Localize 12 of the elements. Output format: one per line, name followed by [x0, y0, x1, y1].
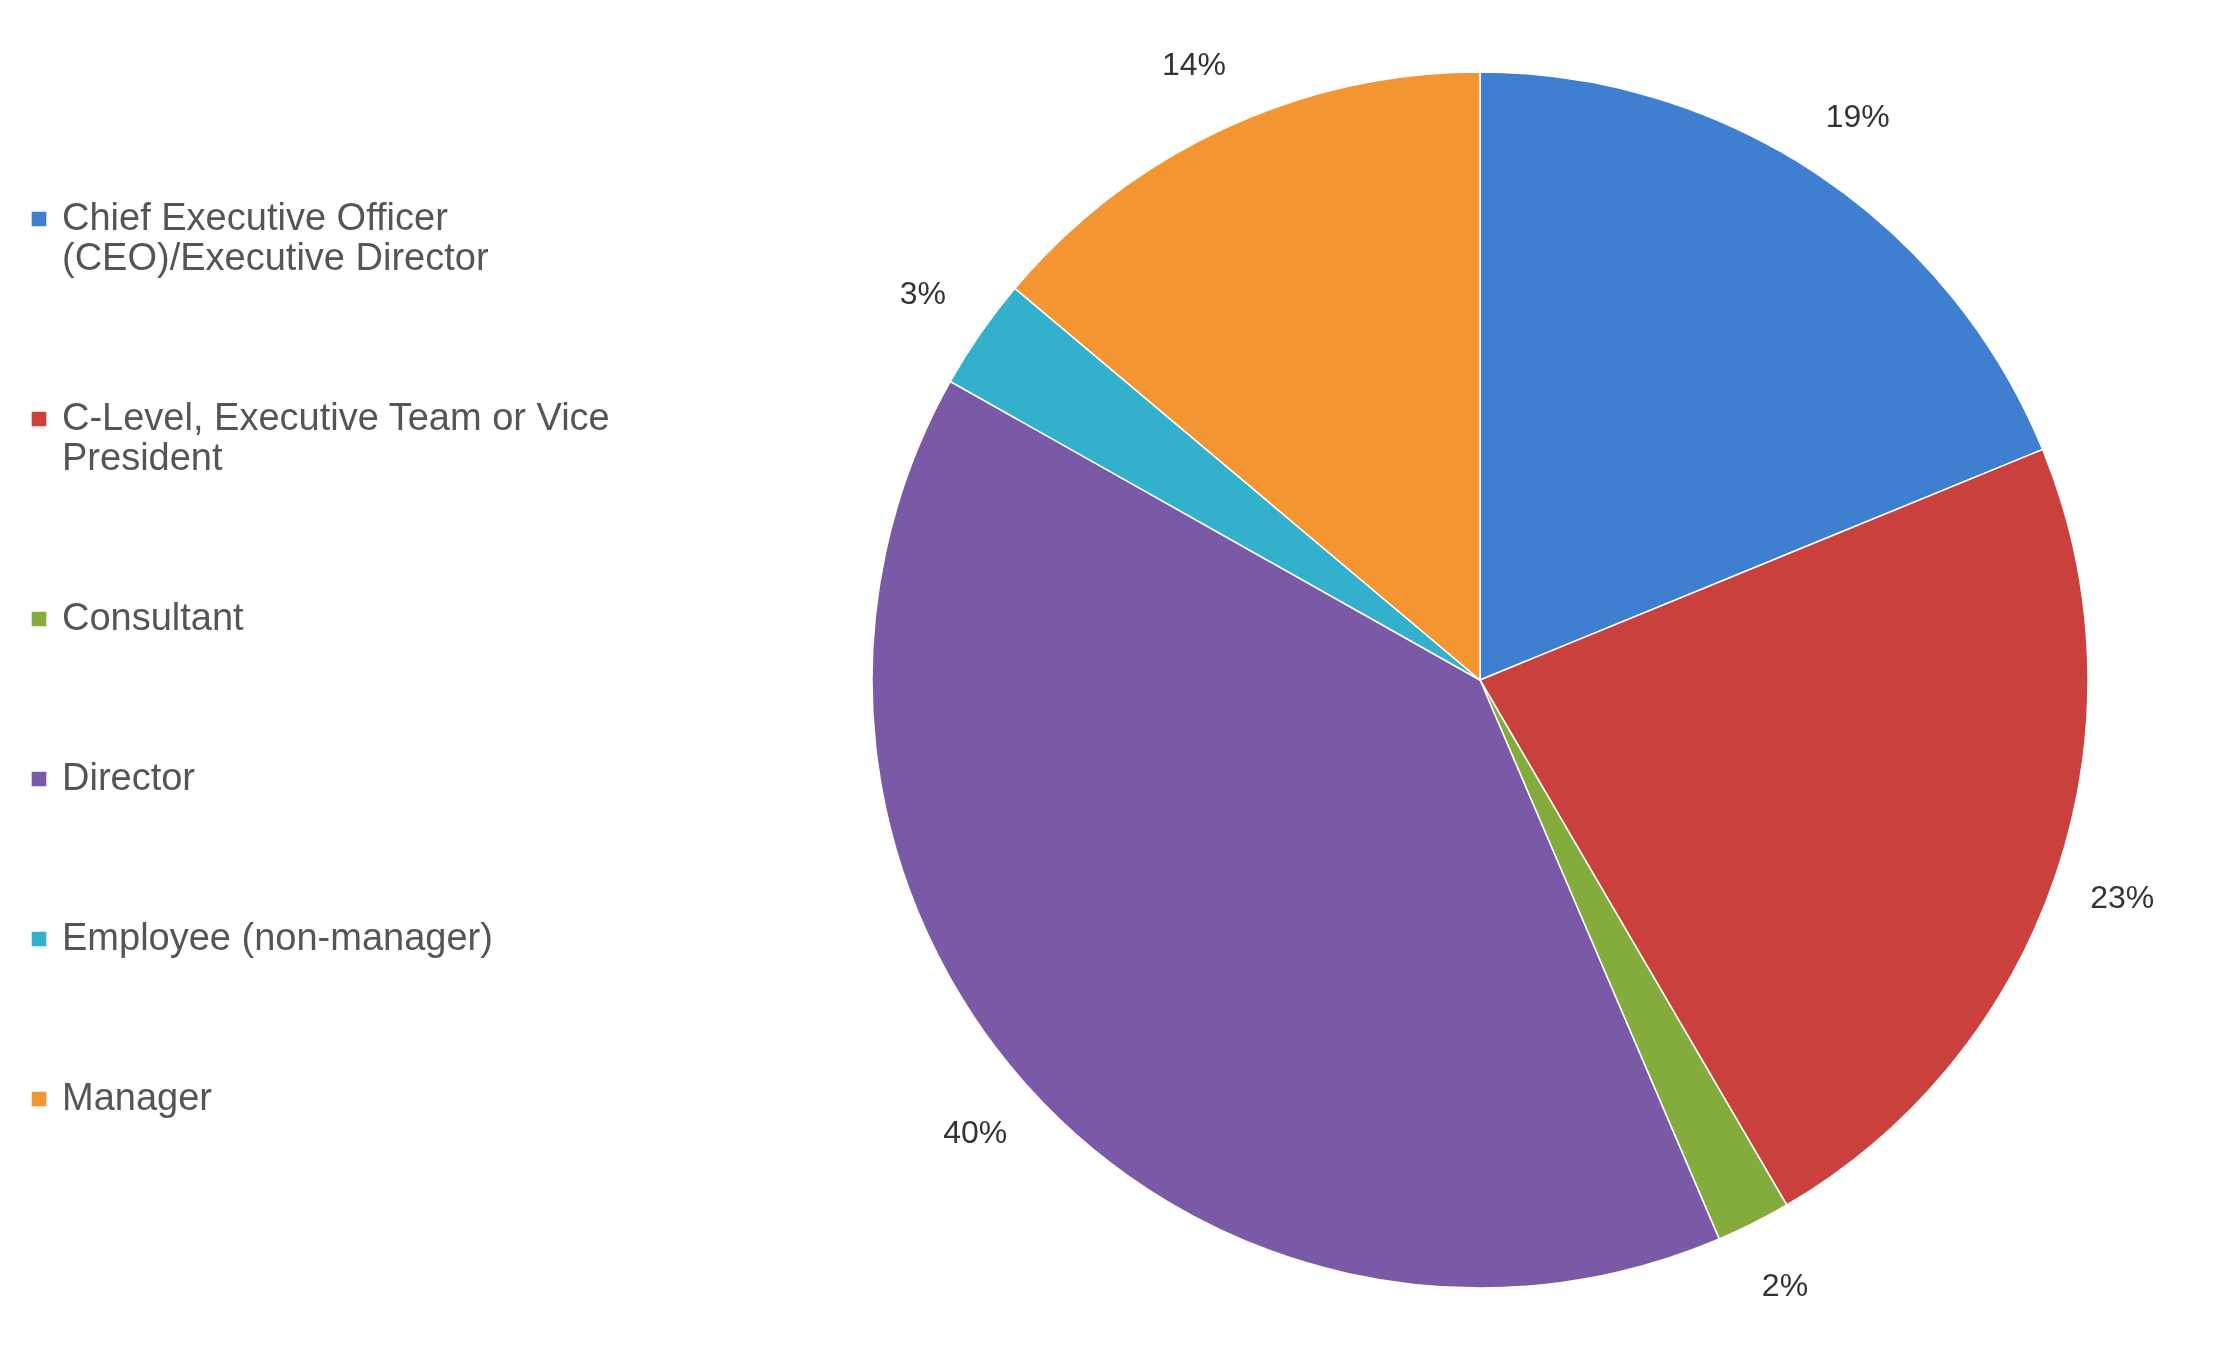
data-label: 14%	[1161, 46, 1227, 83]
legend-label: C-Level, Executive Team or Vice President	[62, 396, 610, 478]
legend-label: Director	[62, 756, 196, 798]
data-label: 2%	[1761, 1266, 1809, 1303]
data-label: 40%	[943, 1113, 1008, 1150]
data-label: 3%	[899, 274, 947, 311]
legend-label: Employee (non-manager)	[62, 916, 493, 958]
legend-label: Manager	[62, 1076, 213, 1118]
legend-label: Chief Executive Officer (CEO)/Executive Director	[62, 196, 489, 278]
data-label: 23%	[2090, 878, 2155, 915]
legend-label: Consultant	[62, 596, 245, 638]
data-label: 19%	[1825, 98, 1890, 134]
